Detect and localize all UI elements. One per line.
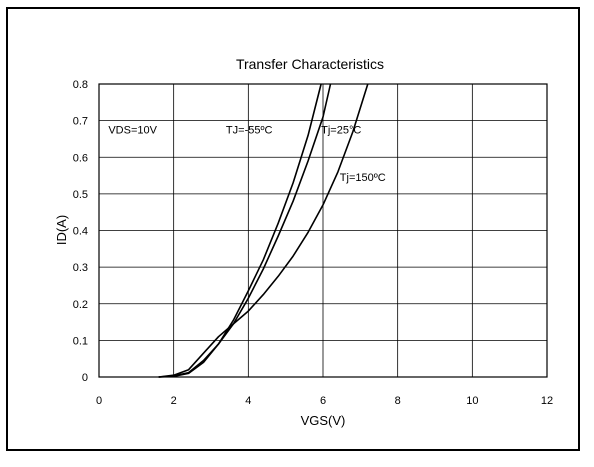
y-tick-label: 0.2 [73, 299, 88, 311]
y-tick-label: 0 [82, 372, 88, 384]
grid [99, 84, 547, 377]
x-tick-labels: 0 2 4 6 8 10 12 [96, 395, 553, 407]
annotation-3: Tj=25°C [321, 124, 361, 136]
y-tick-labels: 0 0.1 0.2 0.3 0.4 0.5 0.6 0.7 0.8 [73, 79, 88, 384]
x-tick-label: 8 [395, 395, 401, 407]
annotation-4: Tj=150ºC [340, 172, 386, 184]
x-tick-label: 2 [171, 395, 177, 407]
series-line-2 [158, 83, 332, 378]
x-tick-label: 4 [245, 395, 251, 407]
annotation-1: VDS=10V [108, 124, 157, 136]
y-tick-label: 0.3 [73, 262, 88, 274]
x-axis-label: VGS(V) [301, 413, 346, 428]
y-tick-label: 0.4 [73, 226, 88, 238]
x-tick-label: 12 [541, 395, 553, 407]
y-axis-label: ID(A) [54, 215, 69, 245]
plot-area [98, 83, 548, 378]
series-line-3 [158, 83, 369, 378]
y-tick-label: 0.1 [73, 335, 88, 347]
y-tick-label: 0.6 [73, 152, 88, 164]
chart-title: Transfer Characteristics [236, 56, 384, 72]
y-tick-label: 0.7 [73, 116, 88, 128]
x-tick-label: 6 [320, 395, 326, 407]
y-tick-label: 0.5 [73, 189, 88, 201]
annotation-2: TJ=-55ºC [226, 124, 273, 136]
annotations: VDS=10V TJ=-55ºC Tj=25°C Tj=150ºC [108, 124, 385, 184]
x-tick-label: 10 [466, 395, 478, 407]
y-tick-label: 0.8 [73, 79, 88, 91]
x-tick-label: 0 [96, 395, 102, 407]
series-group [158, 83, 369, 378]
